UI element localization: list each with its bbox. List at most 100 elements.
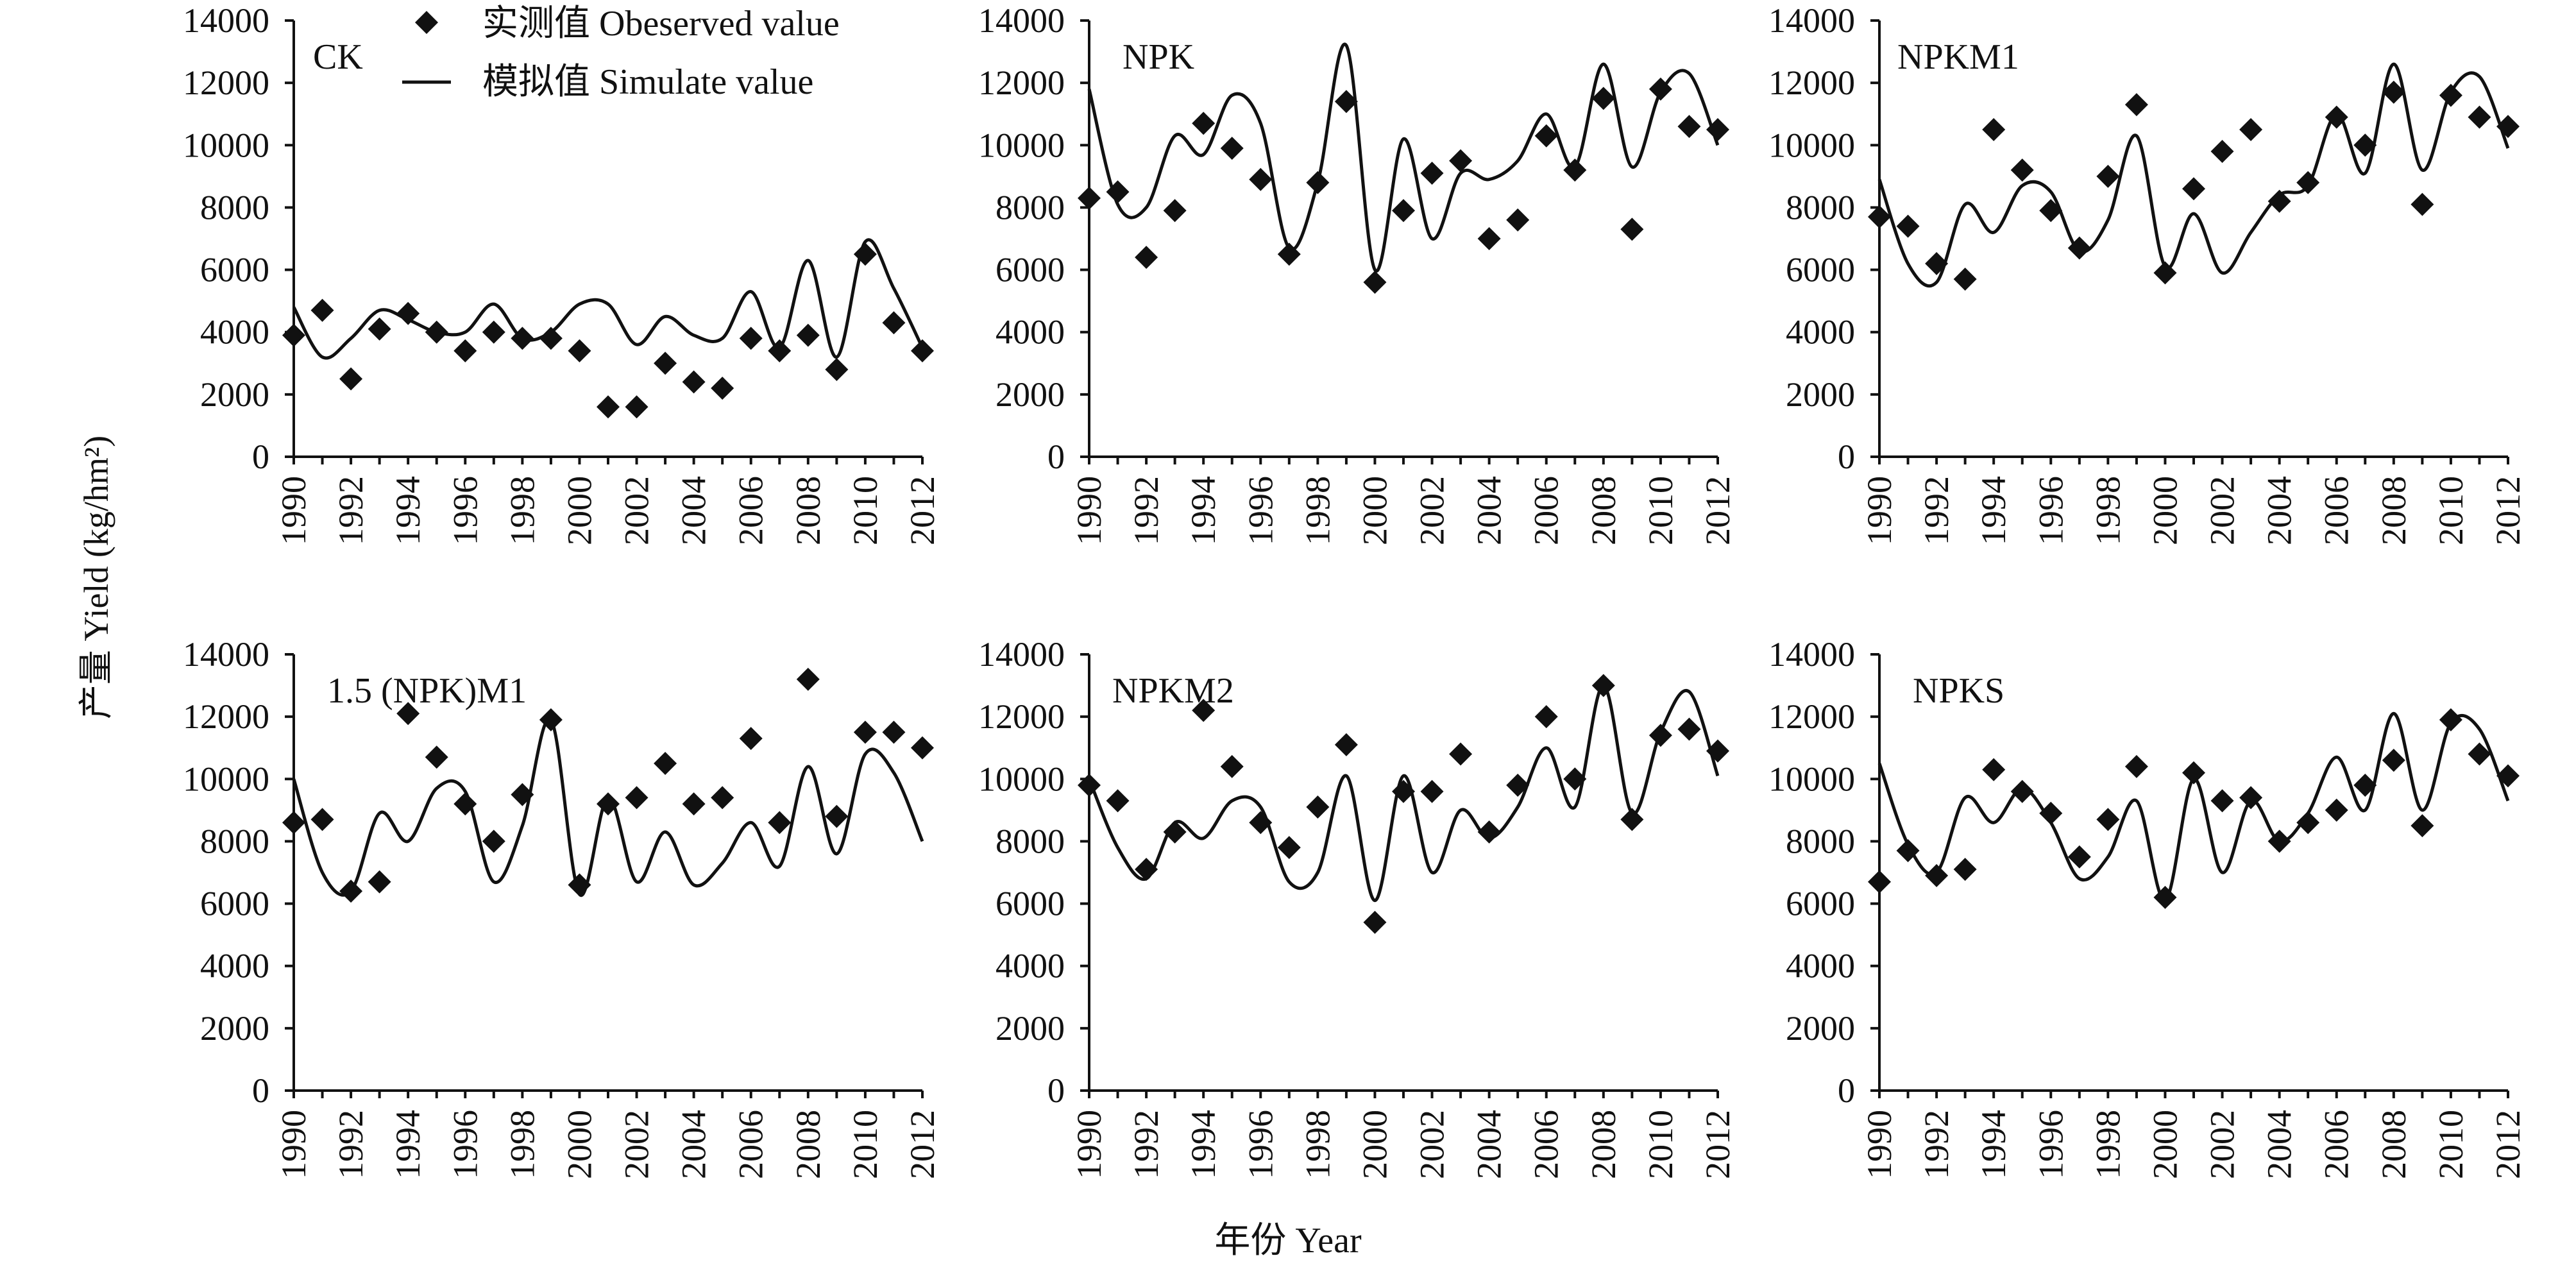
y-tick-label: 4000 (1786, 313, 1855, 352)
y-tick-label: 14000 (183, 635, 269, 674)
observed-point (482, 829, 505, 853)
y-tick-label: 12000 (978, 64, 1065, 102)
observed-point (825, 358, 849, 381)
observed-point (2096, 808, 2120, 831)
observed-point (1192, 112, 1216, 135)
y-tick-label: 14000 (1768, 635, 1855, 674)
observed-point (2411, 814, 2434, 838)
observed-point (368, 317, 391, 341)
x-tick-label: 1994 (389, 1110, 427, 1179)
observed-point (1334, 90, 1358, 114)
observed-point (2124, 93, 2148, 117)
observed-point (1449, 149, 1473, 173)
y-tick-label: 14000 (183, 1, 269, 40)
observed-point (310, 808, 334, 831)
x-tick-label: 1994 (1184, 1110, 1223, 1179)
x-tick-label: 2008 (1584, 1110, 1623, 1179)
observed-point (1363, 271, 1387, 294)
y-tick-label: 0 (1838, 438, 1855, 476)
observed-point (597, 395, 620, 419)
observed-point (682, 792, 706, 816)
x-tick-label: 1990 (1070, 1110, 1108, 1179)
x-tick-label: 1994 (1974, 1110, 2013, 1179)
x-tick-label: 1992 (1917, 476, 1956, 545)
x-tick-label: 2010 (2432, 1110, 2470, 1179)
chart-panel: 0 2000 4000 6000 8000 10000 12000 14000 1990 1992… (978, 635, 1737, 1179)
x-tick-label: 2006 (1527, 476, 1566, 545)
observed-point (2353, 133, 2377, 157)
x-tick-label: 2002 (2203, 1110, 2242, 1179)
observed-point (1534, 705, 1558, 729)
observed-point (1591, 674, 1615, 697)
observed-point (2267, 189, 2291, 213)
observed-point (1925, 863, 1949, 887)
x-tick-label: 1992 (1127, 476, 1165, 545)
observed-point (2353, 774, 2377, 797)
observed-point (1277, 242, 1301, 266)
y-tick-label: 10000 (978, 126, 1065, 164)
chart-panel: 0 2000 4000 6000 8000 10000 12000 14000 1990 1992… (183, 635, 942, 1179)
y-tick-label: 10000 (978, 760, 1065, 798)
observed-point (1078, 186, 1101, 210)
y-tick-label: 0 (252, 1071, 269, 1110)
observed-point (1534, 124, 1558, 148)
observed-point (911, 339, 934, 362)
observed-point (2325, 798, 2348, 822)
observed-point (2239, 786, 2263, 810)
y-tick-label: 2000 (1786, 1009, 1855, 1048)
y-tick-label: 10000 (1768, 126, 1855, 164)
x-tick-label: 2010 (1641, 476, 1680, 545)
observed-point (1420, 162, 1444, 185)
observed-point (911, 736, 934, 760)
x-tick-label: 2000 (560, 1110, 598, 1179)
observed-point (2382, 80, 2405, 104)
observed-point (1620, 808, 1644, 831)
observed-point (2210, 140, 2234, 163)
x-tick-label: 1990 (1860, 476, 1899, 545)
y-tick-label: 10000 (183, 760, 269, 798)
observed-point (625, 395, 648, 419)
observed-point (1135, 858, 1158, 881)
observed-point (453, 339, 477, 362)
x-tick-label: 1998 (1298, 476, 1337, 545)
observed-point (1648, 724, 1672, 747)
observed-point (2210, 789, 2234, 813)
observed-point (2039, 199, 2063, 223)
observed-point (2239, 118, 2263, 141)
observed-point (1620, 217, 1644, 241)
y-tick-label: 6000 (200, 251, 269, 289)
observed-point (1363, 910, 1387, 934)
panel-label: NPKM1 (1897, 37, 2019, 77)
observed-point (768, 339, 792, 362)
observed-point (282, 811, 305, 835)
x-tick-label: 2006 (1527, 1110, 1566, 1179)
observed-point (1163, 820, 1187, 844)
observed-point (1563, 158, 1587, 182)
observed-point (654, 352, 677, 375)
y-tick-label: 14000 (978, 1, 1065, 40)
legend-simulated-label: 模拟值 Simulate value (482, 62, 813, 102)
x-tick-label: 2000 (1355, 1110, 1394, 1179)
observed-point (1677, 717, 1701, 741)
observed-point (396, 702, 420, 726)
x-tick-label: 2008 (2375, 1110, 2413, 1179)
chart-panels: 0 2000 4000 6000 8000 10000 12000 14000 1990 1992… (183, 1, 2527, 1179)
x-tick-label: 2006 (2318, 1110, 2356, 1179)
y-tick-label: 10000 (183, 126, 269, 164)
observed-point (2039, 801, 2063, 825)
simulated-series-line (1877, 711, 2510, 903)
y-tick-label: 12000 (183, 64, 269, 102)
observed-point (1896, 839, 1920, 862)
y-tick-label: 8000 (996, 822, 1065, 860)
observed-point (1420, 779, 1444, 803)
observed-point (1249, 811, 1273, 835)
observed-point (2411, 192, 2434, 216)
observed-point (711, 377, 734, 400)
observed-point (482, 320, 505, 344)
y-tick-label: 4000 (200, 313, 269, 352)
observed-point (1677, 115, 1701, 139)
x-tick-label: 1996 (1241, 1110, 1280, 1179)
observed-point (1953, 268, 1977, 291)
simulated-series-line (1087, 42, 1720, 273)
